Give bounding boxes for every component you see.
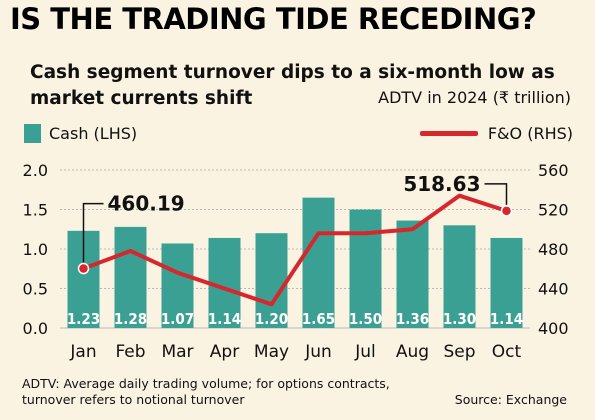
annotation-label: 460.19	[108, 192, 185, 216]
y-left-tick-label: 0.5	[23, 280, 48, 299]
bar-value-label: 1.14	[490, 310, 523, 328]
y-left-tick-label: 2.0	[23, 161, 48, 180]
chart-title: IS THE TRADING TIDE RECEDING?	[10, 2, 537, 36]
x-tick-label: Feb	[115, 342, 145, 362]
legend-cash-label: Cash (LHS)	[49, 124, 138, 143]
bar-cash	[161, 243, 194, 328]
bar-value-label: 1.30	[443, 310, 476, 328]
x-tick-label: Jul	[354, 342, 376, 362]
bar-value-label: 1.28	[114, 310, 147, 328]
x-tick-label: May	[254, 342, 289, 362]
footnote: ADTV: Average daily trading volume; for …	[22, 376, 390, 407]
y-left-tick-label: 0.0	[23, 319, 48, 338]
bar-cash	[443, 225, 476, 328]
bar-value-label: 1.36	[396, 310, 429, 328]
chart-subtitle: Cash segment turnover dips to a six-mont…	[30, 62, 555, 109]
bar-cash	[302, 197, 335, 328]
bar-value-label: 1.23	[67, 310, 100, 328]
legend-fo-label: F&O (RHS)	[487, 124, 573, 143]
y-right-tick-label: 560	[538, 161, 569, 180]
bar-cash	[396, 220, 429, 328]
units-label: ADTV in 2024 (₹ trillion)	[378, 88, 571, 107]
bar-value-label: 1.07	[161, 310, 194, 328]
bar-value-label: 1.50	[349, 310, 382, 328]
line-point-annotated	[500, 205, 513, 217]
bar-cash	[255, 233, 288, 328]
x-tick-label: Jan	[69, 342, 96, 362]
y-right-tick-label: 480	[538, 240, 569, 259]
x-tick-label: Sep	[443, 342, 475, 362]
x-tick-label: Oct	[492, 342, 522, 362]
y-right-tick-label: 440	[538, 280, 569, 299]
legend-cash: Cash (LHS)	[24, 124, 137, 143]
x-tick-label: Apr	[210, 342, 239, 362]
annotation-leader	[82, 202, 104, 263]
line-point-annotated	[77, 262, 90, 275]
x-tick-label: Mar	[161, 342, 193, 362]
annotation-label: 518.63	[403, 172, 480, 196]
legend-fo: F&O (RHS)	[419, 124, 573, 143]
bar-value-label: 1.14	[208, 310, 241, 328]
bar-value-label: 1.20	[255, 310, 288, 328]
annotation-leader	[484, 183, 508, 205]
x-tick-label: Aug	[396, 342, 429, 362]
bar-cash	[490, 237, 523, 328]
bar-value-label: 1.65	[302, 310, 335, 328]
y-left-tick-label: 1.5	[23, 201, 48, 220]
x-tick-label: Jun	[304, 342, 332, 362]
source-note: Source: Exchange	[454, 392, 567, 407]
y-right-tick-label: 520	[538, 201, 569, 220]
y-right-tick-label: 400	[538, 319, 569, 338]
legend-cash-swatch	[24, 124, 41, 143]
y-left-tick-label: 1.0	[23, 240, 48, 259]
line-fo	[81, 193, 509, 307]
bar-cash	[349, 209, 382, 328]
bar-cash	[114, 226, 147, 328]
legend-fo-swatch	[419, 131, 478, 136]
